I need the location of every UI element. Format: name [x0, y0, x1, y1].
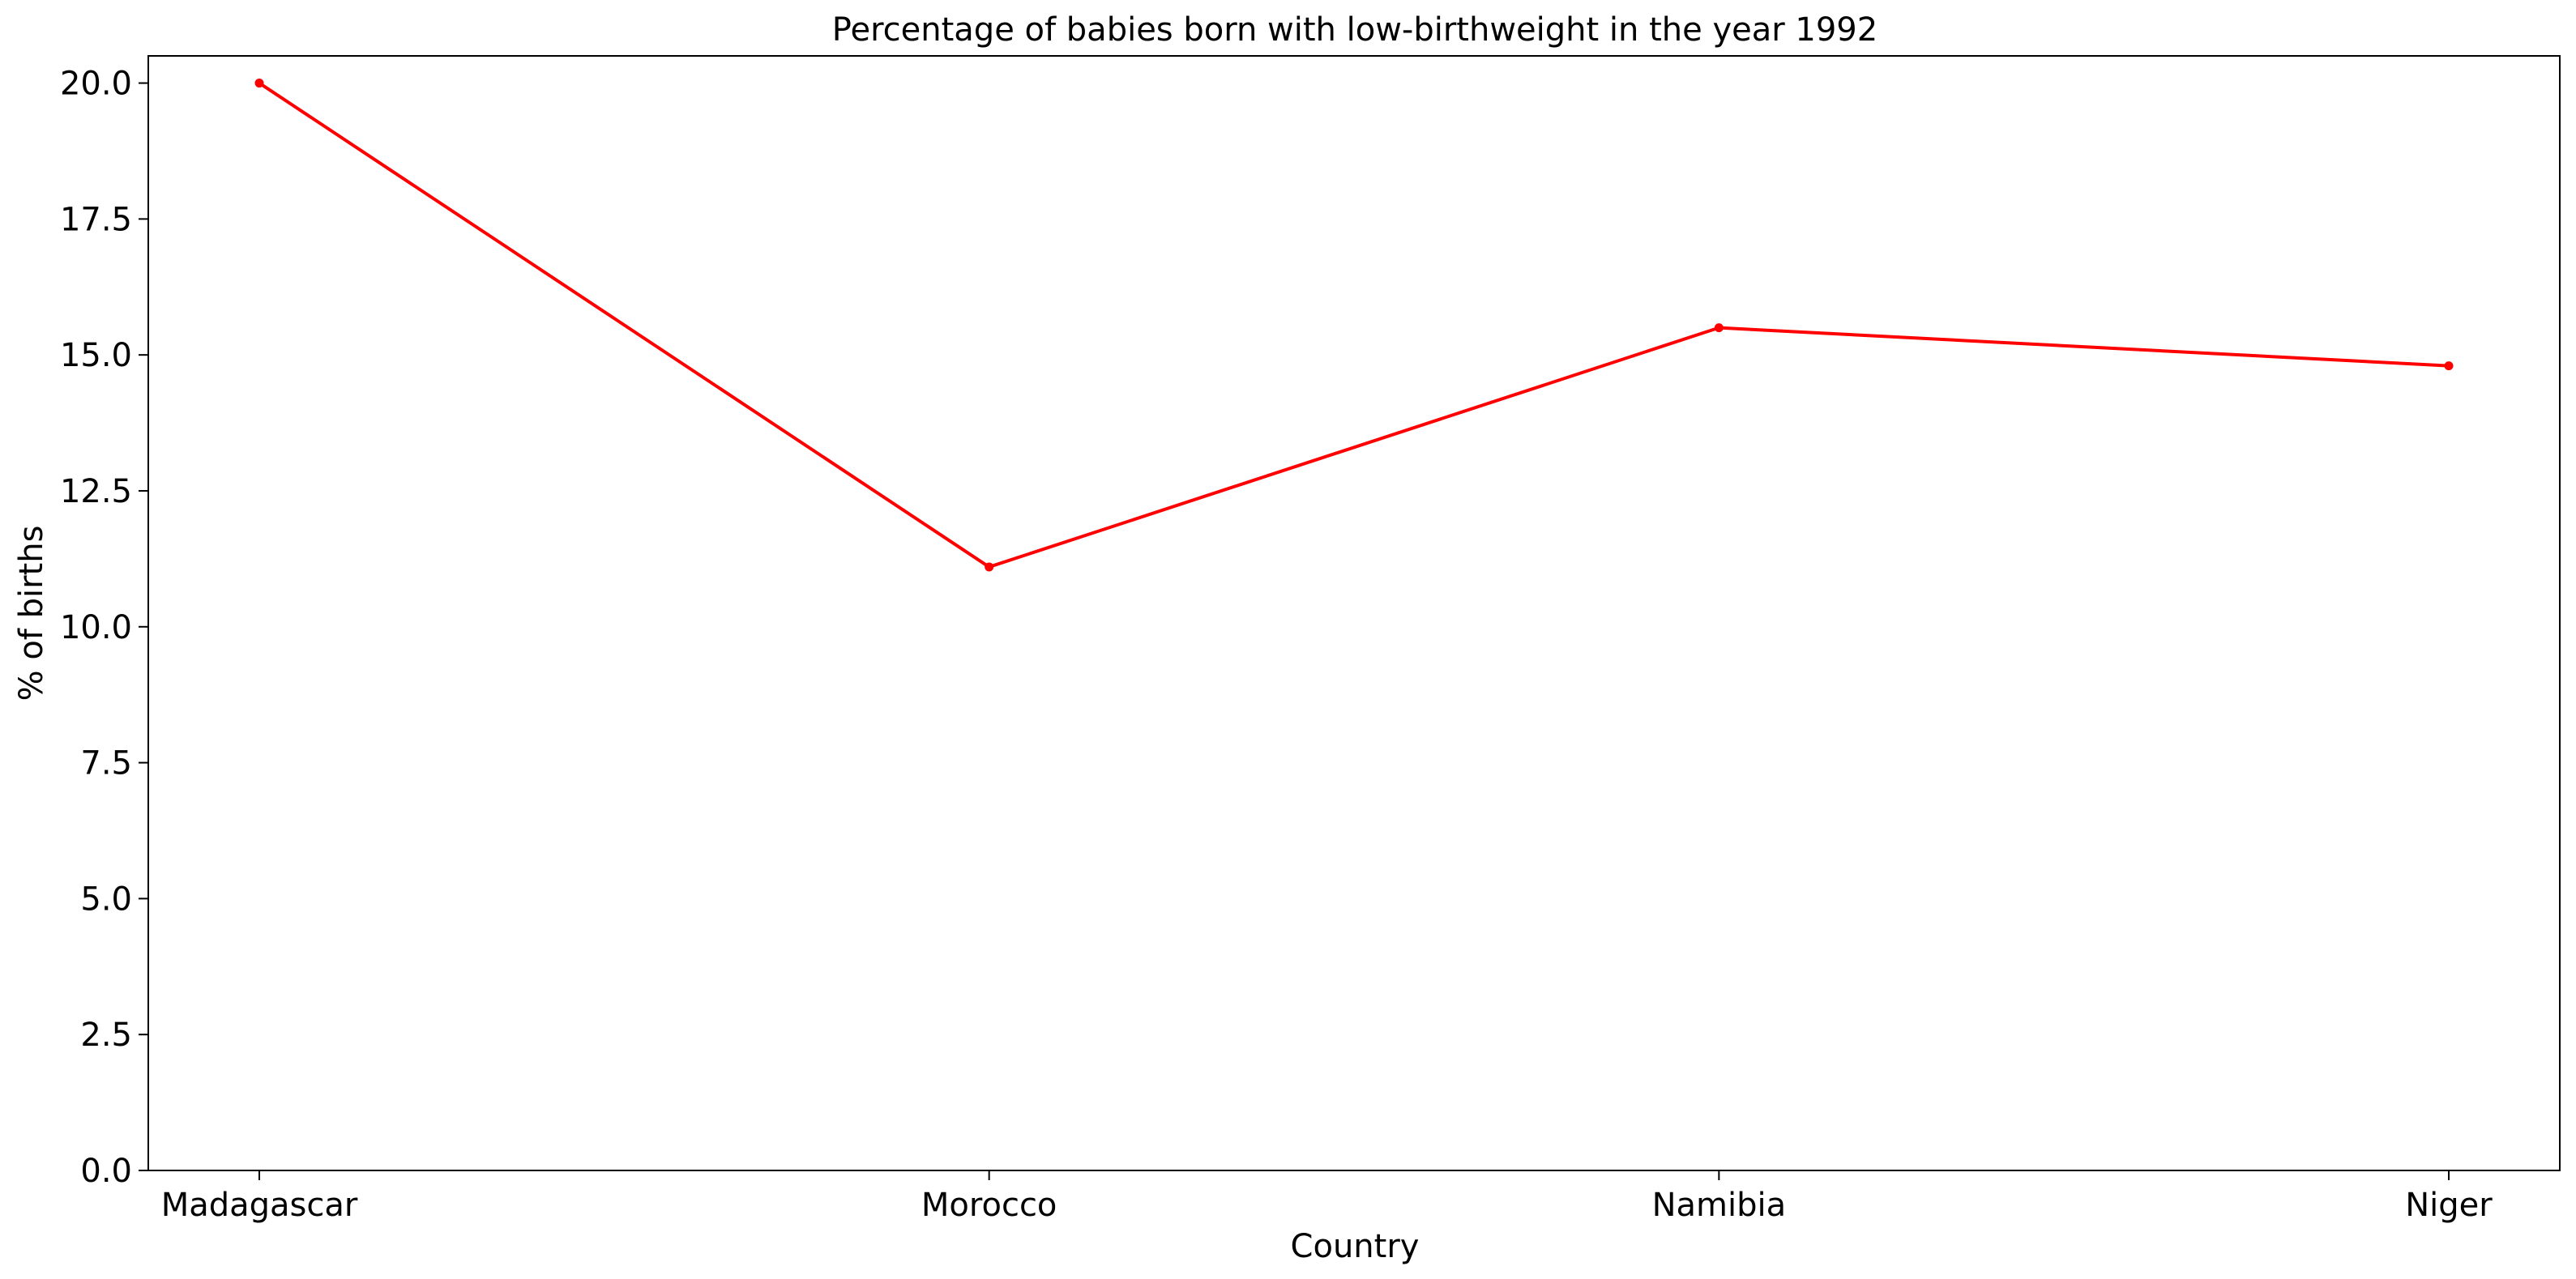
x-axis-label: Country: [1291, 1228, 1420, 1265]
series-line: [258, 81, 2450, 569]
y-tick-label: 12.5: [60, 473, 132, 510]
data-point-niger: [2444, 361, 2454, 371]
data-point-morocco: [985, 562, 994, 572]
y-tick-label: 17.5: [60, 201, 132, 238]
y-tick-label: 0.0: [80, 1153, 132, 1190]
x-tick-label: Madagascar: [161, 1187, 358, 1224]
y-tick-label: 2.5: [80, 1017, 132, 1054]
x-tick-label: Niger: [2405, 1187, 2493, 1224]
y-axis: 0.0 2.5 5.0 7.5 10.0 12.5 15.0 17.5 20.0: [60, 66, 148, 1190]
x-tick-label: Namibia: [1652, 1187, 1787, 1224]
x-tick-label: Morocco: [921, 1187, 1057, 1224]
y-tick-label: 5.0: [80, 880, 132, 918]
data-point-namibia: [1714, 323, 1724, 333]
x-axis: Madagascar Morocco Namibia Niger: [161, 1170, 2493, 1224]
y-tick-label: 15.0: [60, 337, 132, 374]
series-layer: [254, 79, 2454, 572]
y-tick-label: 10.0: [60, 609, 132, 646]
chart-title: Percentage of babies born with low-birth…: [832, 11, 1878, 49]
y-tick-label: 20.0: [60, 66, 132, 103]
y-tick-label: 7.5: [80, 745, 132, 782]
plot-frame: [147, 55, 2561, 1171]
y-axis-label: % of births: [13, 526, 50, 701]
data-point-madagascar: [254, 79, 264, 88]
